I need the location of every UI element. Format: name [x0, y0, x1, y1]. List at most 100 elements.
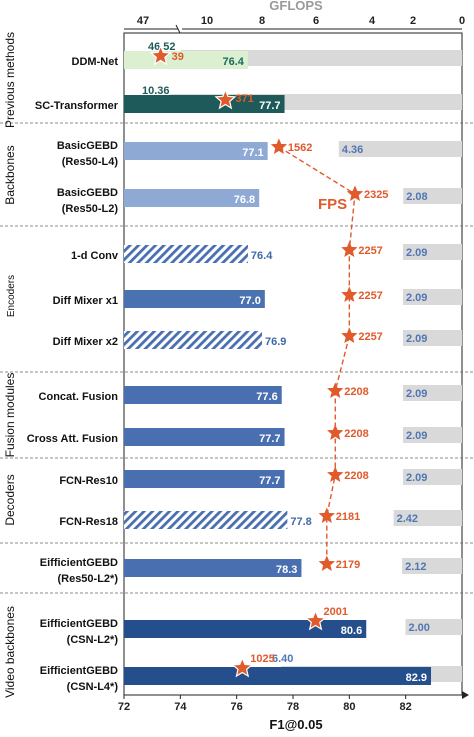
fps-star-marker	[214, 88, 237, 110]
x-tick-label: 76	[231, 701, 243, 713]
x-tick-label: 80	[343, 701, 355, 713]
f1-value-label: 76.4	[251, 250, 273, 262]
gflops-bar	[338, 141, 462, 157]
gflops-axis-title: GFLOPS	[269, 0, 323, 13]
fps-value-label: 371	[235, 93, 253, 105]
fps-value-label: 2208	[344, 470, 368, 482]
fps-star-marker	[341, 327, 358, 343]
f1-bar	[124, 386, 282, 404]
group-label: Decoders	[3, 474, 17, 525]
group-label: Fusion modules	[3, 373, 17, 458]
fps-value-label: 2208	[344, 386, 368, 398]
fps-star-marker	[346, 185, 364, 201]
f1-value-label: 78.3	[276, 564, 297, 576]
row-label: (CSN-L4*)	[67, 681, 119, 693]
gflops-bar	[402, 289, 462, 305]
gflops-bar	[402, 558, 462, 574]
f1-bar	[124, 511, 288, 529]
row-label: EifficientGEBD	[40, 665, 118, 677]
fps-star-marker	[327, 466, 344, 483]
row-label: EifficientGEBD	[40, 557, 118, 569]
f1-value-label: 77.6	[256, 391, 277, 403]
row-label: Concat. Fusion	[39, 391, 119, 403]
fps-star-marker	[341, 286, 358, 302]
f1-bar	[124, 331, 263, 349]
f1-bar	[124, 428, 285, 446]
f1-bar	[124, 189, 260, 207]
row-label: (Res50-L2*)	[57, 573, 118, 585]
group-label: Backbones	[3, 145, 17, 204]
f1-bar	[124, 470, 285, 488]
gflops-tick-label: 10	[201, 15, 213, 27]
f1-value-label: 77.7	[259, 475, 280, 487]
row-label: BasicGEBD	[57, 140, 118, 152]
fps-star-marker	[341, 241, 358, 257]
gflops-value-label: 2.00	[409, 622, 430, 634]
row-label: BasicGEBD	[57, 187, 118, 199]
row-label: FCN-Res18	[59, 516, 118, 528]
f1-value-label: 77.7	[259, 433, 280, 445]
gflops-bar	[405, 619, 462, 635]
row-label: (Res50-L2)	[62, 203, 119, 215]
fps-star-marker	[304, 609, 327, 631]
gflops-bar	[402, 330, 462, 346]
row-label: DDM-Net	[72, 56, 119, 68]
f1-bar	[124, 620, 367, 638]
x-axis-title: F1@0.05	[269, 717, 322, 732]
f1-bar	[124, 245, 248, 263]
gflops-bar	[393, 510, 462, 526]
row-label: (CSN-L2*)	[67, 634, 119, 646]
fps-value-label: 2257	[358, 290, 382, 302]
x-tick-label: 72	[118, 701, 130, 713]
f1-bar	[124, 95, 285, 113]
gflops-value-label: 6.40	[272, 653, 293, 665]
gflops-tick-label: 4	[369, 15, 376, 27]
gflops-value-label: 2.09	[406, 247, 427, 259]
gflops-value-label: 2.09	[406, 333, 427, 345]
group-label: Previous methods	[3, 32, 17, 128]
gflops-tick-label: 6	[313, 15, 319, 27]
gflops-bar	[402, 385, 462, 401]
fps-value-label: 2001	[324, 606, 348, 618]
gflops-value-label: 46.52	[148, 41, 176, 53]
f1-value-label: 76.8	[234, 194, 255, 206]
row-label: (Res50-L4)	[62, 156, 119, 168]
x-tick-label: 78	[287, 701, 299, 713]
fps-value-label: 2179	[336, 559, 360, 571]
gflops-value-label: 2.09	[406, 472, 427, 484]
gflops-value-label: 2.09	[406, 292, 427, 304]
fps-star-marker	[149, 44, 172, 66]
f1-value-label: 76.4	[223, 56, 245, 68]
gflops-value-label: 4.36	[342, 144, 363, 156]
fps-trend-line	[278, 146, 356, 564]
row-label: Diff Mixer x2	[53, 336, 118, 348]
gflops-tick-label: 2	[410, 15, 416, 27]
fps-value-label: 2257	[358, 245, 382, 257]
row-label: 1-d Conv	[71, 250, 119, 262]
x-tick-label: 74	[174, 701, 187, 713]
f1-bar	[124, 290, 265, 308]
f1-bar	[124, 667, 432, 685]
f1-value-label: 77.7	[259, 100, 280, 112]
row-label: EifficientGEBD	[40, 618, 118, 630]
group-label: Encoders	[6, 275, 17, 317]
f1-value-label: 77.0	[239, 295, 260, 307]
gflops-value-label: 2.42	[397, 513, 418, 525]
group-label: Video backbones	[3, 606, 17, 698]
gflops-bar	[403, 188, 462, 204]
fps-star-marker	[318, 507, 336, 523]
x-axis-arrow	[462, 691, 469, 699]
gflops-value-label: 2.09	[406, 388, 427, 400]
gflops-bar	[402, 427, 462, 443]
fps-value-label: 39	[172, 51, 184, 63]
f1-value-label: 77.8	[290, 516, 311, 528]
f1-value-label: 80.6	[341, 625, 362, 637]
fps-value-label: 1562	[288, 142, 312, 154]
fps-series-label: FPS	[318, 196, 347, 213]
gflops-value-label: 2.12	[405, 561, 426, 573]
gflops-tick-label: 0	[459, 15, 465, 27]
gflops-value-label: 2.09	[406, 430, 427, 442]
gflops-value-label: 10.36	[142, 85, 170, 97]
